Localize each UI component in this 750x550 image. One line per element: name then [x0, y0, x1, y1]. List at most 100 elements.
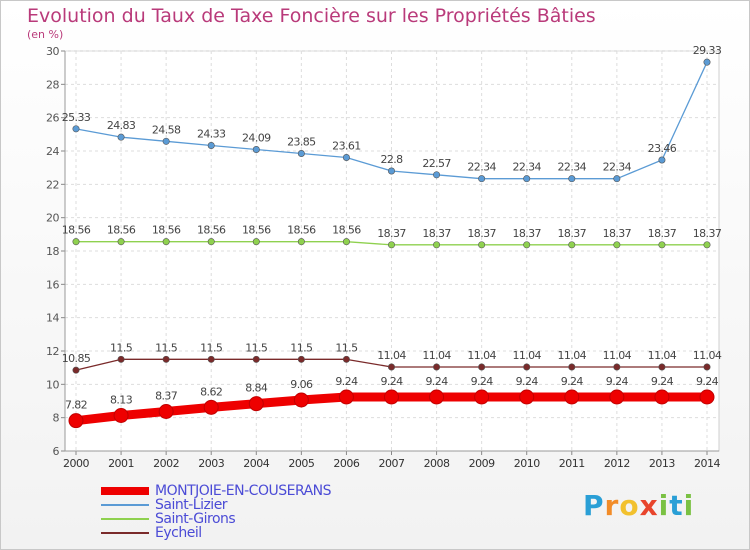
data-point — [523, 175, 531, 183]
data-point — [252, 146, 260, 154]
logo-letter: x — [639, 489, 659, 522]
data-point — [203, 399, 219, 415]
x-tick-label: 2014 — [694, 457, 720, 470]
y-tick-label: 8 — [53, 412, 60, 425]
data-point — [207, 238, 215, 246]
data-label: 18.37 — [693, 227, 722, 240]
legend-swatch — [101, 504, 149, 506]
x-tick-label: 2000 — [63, 457, 89, 470]
data-label: 18.56 — [332, 224, 361, 237]
data-point — [113, 408, 129, 423]
data-point — [568, 175, 576, 183]
data-point — [478, 175, 486, 183]
data-point — [658, 241, 666, 249]
data-label: 24.33 — [197, 128, 226, 141]
data-label: 11.5 — [110, 341, 133, 354]
data-point — [703, 241, 711, 249]
data-point — [613, 241, 621, 249]
data-point — [429, 389, 445, 405]
legend-label: Eycheil — [155, 525, 202, 541]
data-label: 11.5 — [155, 341, 178, 354]
data-point — [297, 355, 305, 363]
x-tick-label: 2006 — [333, 457, 359, 470]
data-label: 18.37 — [422, 227, 451, 240]
data-point — [342, 355, 350, 363]
y-tick-label: 28 — [46, 78, 59, 91]
logo-letter: r — [604, 489, 620, 522]
data-point — [523, 241, 531, 249]
data-point — [658, 363, 666, 371]
data-label: 22.34 — [512, 161, 541, 174]
data-point — [387, 167, 395, 175]
data-label: 11.04 — [648, 349, 677, 362]
data-point — [342, 238, 350, 246]
data-point — [478, 363, 486, 371]
data-label: 11.04 — [603, 349, 632, 362]
data-point — [117, 355, 125, 363]
data-label: 9.24 — [426, 375, 449, 388]
data-label: 9.24 — [561, 375, 584, 388]
data-label: 11.5 — [335, 341, 358, 354]
logo-letter: i — [658, 489, 670, 522]
data-label: 11.04 — [377, 349, 406, 362]
data-point — [72, 366, 80, 374]
chart-subtitle: (en %) — [27, 28, 64, 41]
y-tick-label: 16 — [46, 278, 59, 291]
data-point — [568, 241, 576, 249]
data-label: 22.34 — [558, 161, 587, 174]
data-label: 18.56 — [107, 224, 136, 237]
y-tick-label: 24 — [46, 145, 59, 158]
data-label: 11.5 — [200, 341, 223, 354]
data-label: 18.56 — [242, 224, 271, 237]
data-point — [613, 175, 621, 183]
x-tick-label: 2011 — [559, 457, 585, 470]
logo-letter: i — [683, 489, 695, 522]
data-label: 23.46 — [648, 142, 677, 155]
data-point — [72, 125, 80, 133]
data-label: 22.34 — [603, 161, 632, 174]
y-tick-label: 6 — [53, 445, 60, 458]
data-point — [162, 238, 170, 246]
data-point — [433, 241, 441, 249]
data-point — [387, 363, 395, 371]
data-point — [474, 389, 490, 405]
legend-item: Saint-Girons — [101, 512, 331, 526]
data-label: 18.37 — [512, 227, 541, 240]
data-label: 9.24 — [380, 375, 403, 388]
data-label: 8.84 — [245, 382, 268, 395]
data-label: 18.56 — [152, 224, 181, 237]
data-point — [117, 238, 125, 246]
data-point — [162, 137, 170, 145]
data-point — [207, 355, 215, 363]
legend-item: Eycheil — [101, 526, 331, 540]
y-tick-label: 14 — [46, 312, 59, 325]
x-tick-label: 2008 — [424, 457, 450, 470]
legend-item: Saint-Lizier — [101, 498, 331, 512]
data-label: 11.04 — [558, 349, 587, 362]
data-point — [654, 389, 670, 405]
legend-swatch — [101, 518, 149, 520]
data-label: 11.04 — [693, 349, 722, 362]
data-label: 9.24 — [651, 375, 674, 388]
data-label: 22.34 — [467, 161, 496, 174]
data-point — [478, 241, 486, 249]
data-label: 8.62 — [200, 385, 222, 398]
legend: MONTJOIE-EN-COUSERANS Saint-Lizier Saint-G… — [101, 484, 332, 540]
data-label: 11.5 — [290, 341, 313, 354]
data-point — [207, 142, 215, 150]
data-label: 18.37 — [467, 227, 496, 240]
data-label: 22.8 — [380, 153, 403, 166]
legend-swatch — [101, 487, 149, 495]
data-label: 18.56 — [62, 224, 91, 237]
x-tick-label: 2003 — [198, 457, 224, 470]
data-label: 9.24 — [516, 375, 539, 388]
data-point — [658, 156, 666, 164]
data-point — [72, 238, 80, 246]
y-tick-label: 30 — [46, 45, 59, 58]
proxiti-logo: Proxiti — [583, 489, 694, 522]
data-point — [703, 58, 711, 66]
data-point — [68, 413, 84, 429]
data-label: 24.83 — [107, 119, 136, 132]
data-label: 9.24 — [471, 375, 494, 388]
